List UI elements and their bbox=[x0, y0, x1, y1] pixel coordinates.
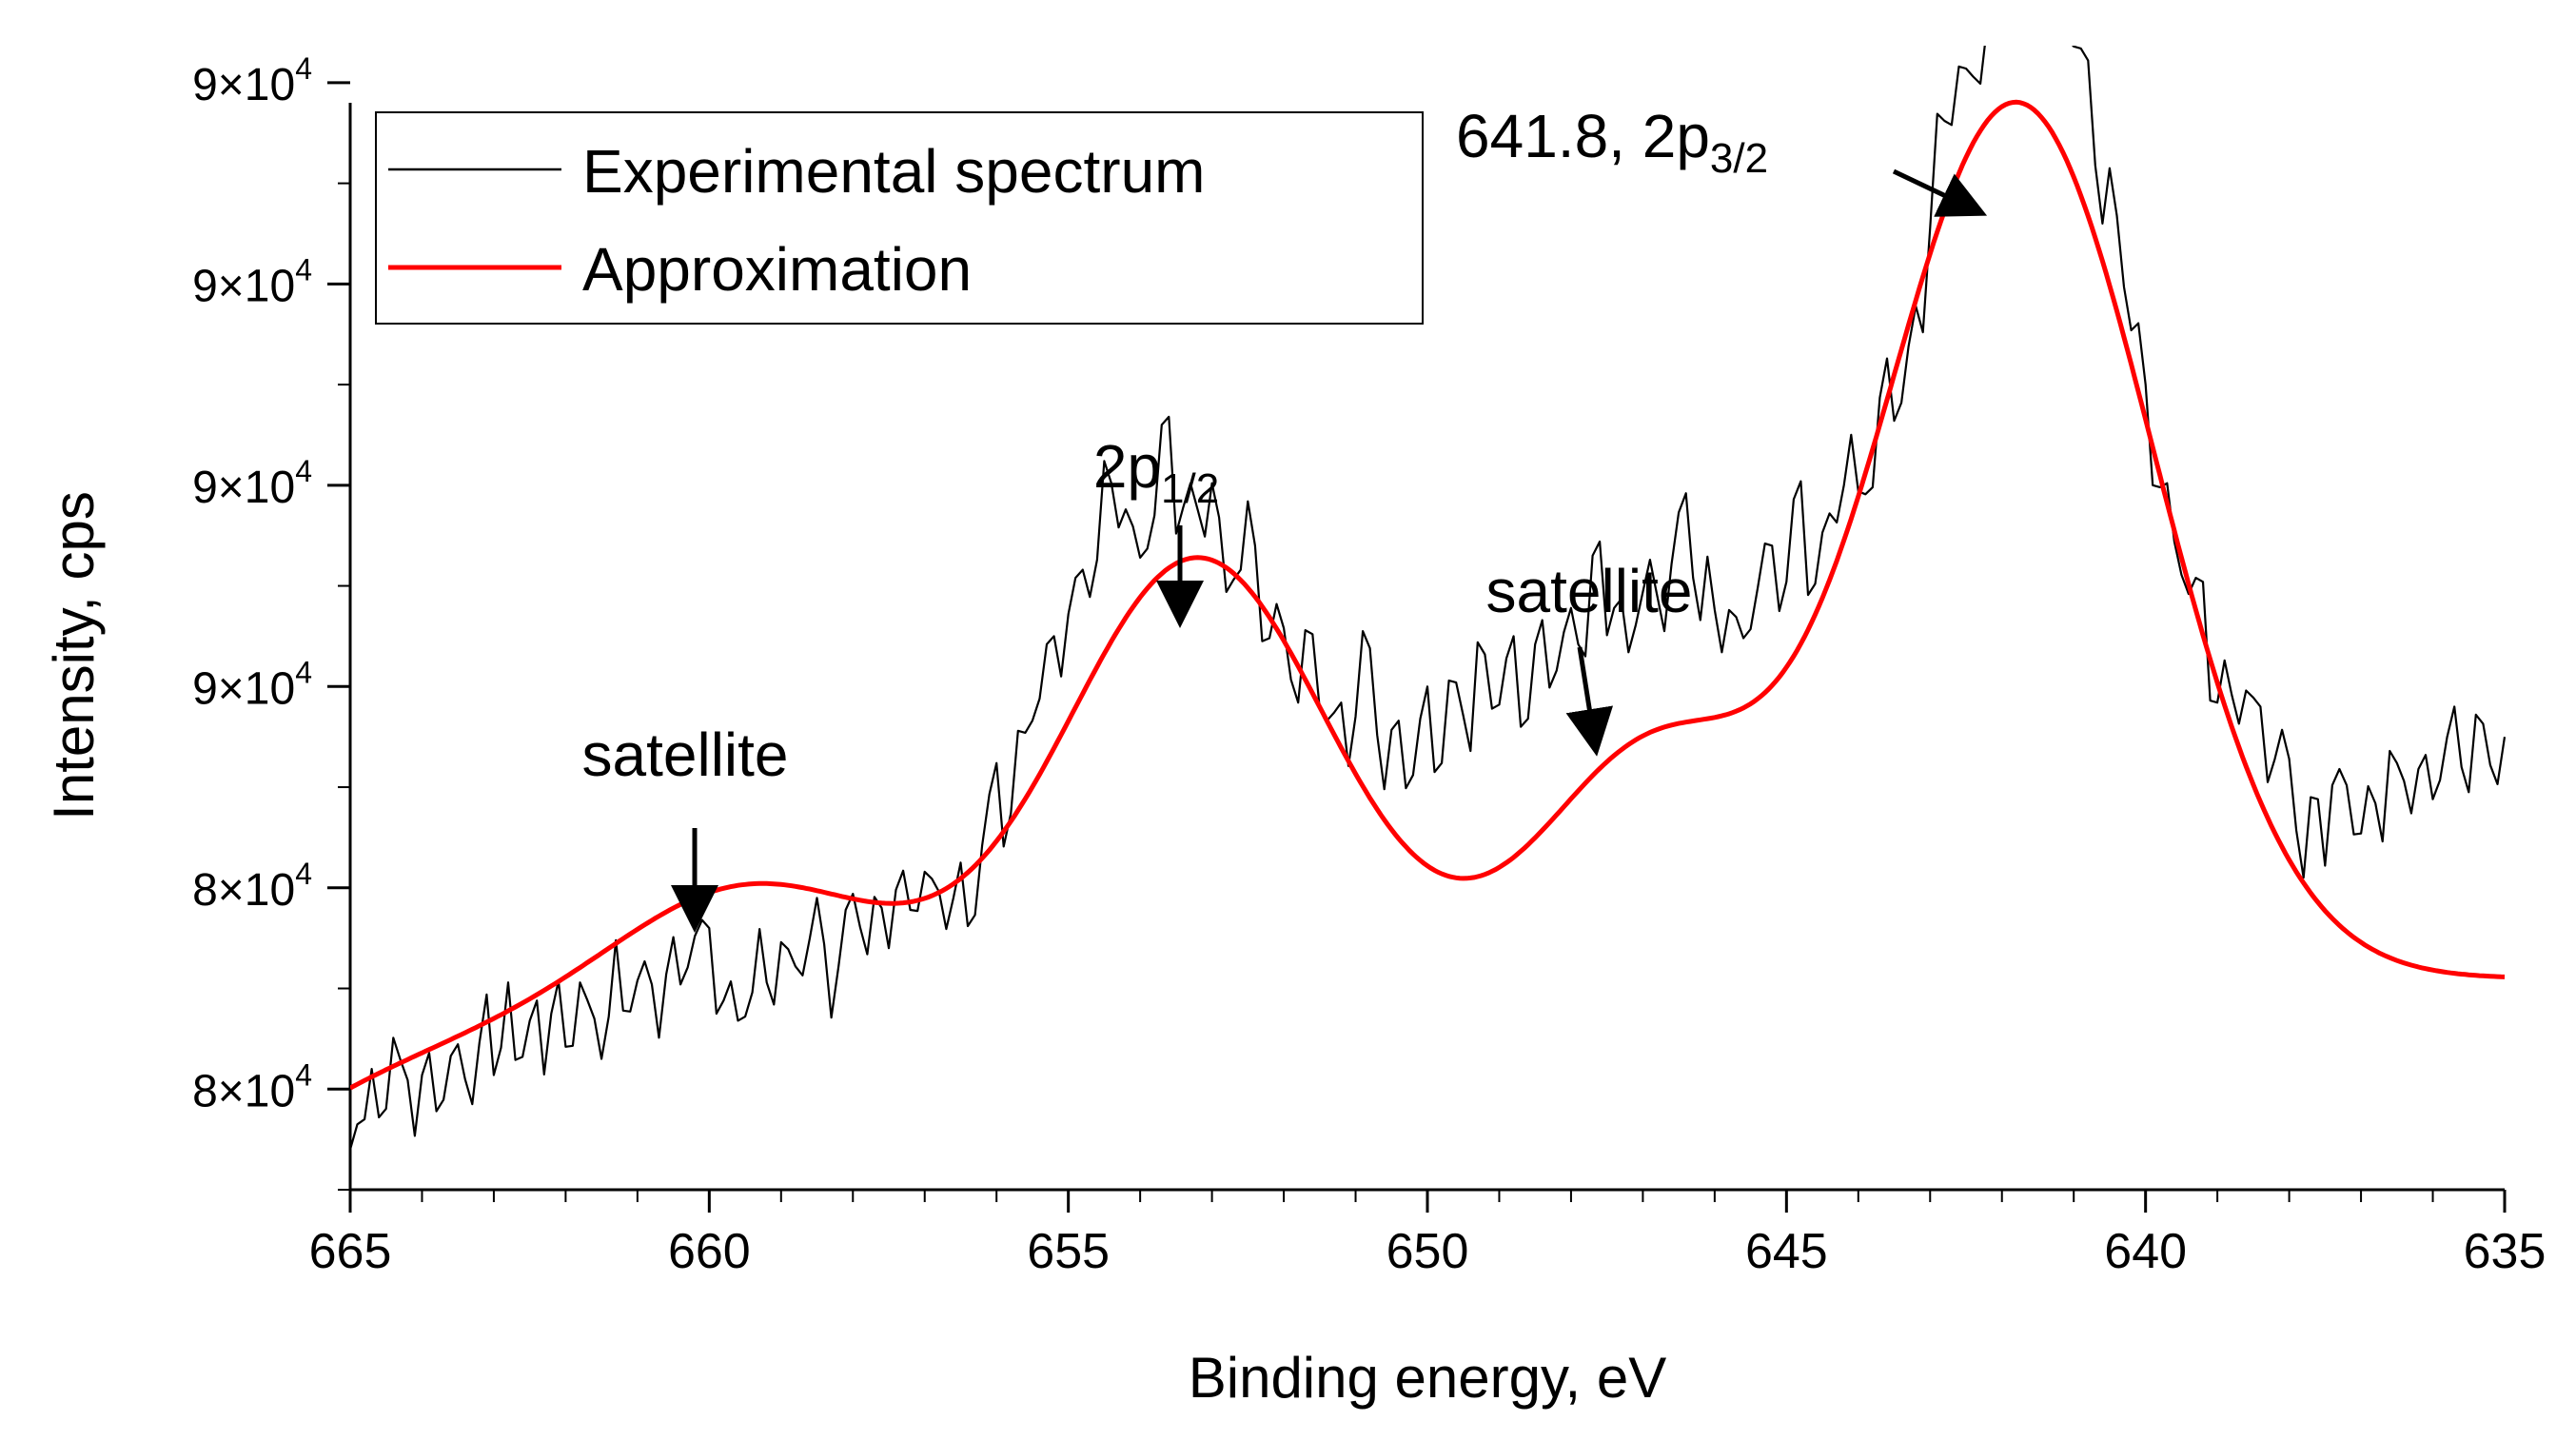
annotation-label: 641.8, 2p3/2 bbox=[1456, 102, 1768, 182]
annotation-label: satellite bbox=[1486, 557, 1693, 625]
annotation: satellite bbox=[582, 720, 789, 933]
annotation: 2p1/2 bbox=[1093, 432, 1219, 628]
y-tick-label: 9×104 bbox=[192, 655, 312, 714]
y-tick-label: 8×104 bbox=[192, 1057, 312, 1116]
x-axis-title: Binding energy, eV bbox=[1189, 1346, 1667, 1410]
annotation-arrow bbox=[1565, 646, 1614, 757]
y-tick-label: 9×104 bbox=[192, 454, 312, 513]
x-tick-label: 655 bbox=[1027, 1224, 1110, 1279]
y-tick-label: 9×104 bbox=[192, 252, 312, 311]
x-tick-label: 640 bbox=[2104, 1224, 2187, 1279]
annotation: 641.8, 2p3/2 bbox=[1456, 102, 1988, 217]
annotation: satellite bbox=[1486, 557, 1693, 757]
x-tick-label: 645 bbox=[1745, 1224, 1828, 1279]
annotation-label: 2p1/2 bbox=[1093, 432, 1219, 512]
annotation-label: satellite bbox=[582, 720, 789, 789]
x-tick-label: 665 bbox=[309, 1224, 392, 1279]
y-tick-label: 9×104 bbox=[192, 51, 312, 110]
plot-area: 665 660 655 650 645 640 635 8×104 8×104 9×104 9×10… bbox=[42, 46, 2547, 1410]
legend-label: Experimental spectrum bbox=[582, 137, 1205, 206]
legend-label: Approximation bbox=[582, 235, 972, 304]
legend-box bbox=[375, 111, 1424, 325]
x-tick-label: 660 bbox=[668, 1224, 751, 1279]
annotation-arrow bbox=[1892, 168, 1988, 217]
x-tick-label: 635 bbox=[2464, 1224, 2547, 1279]
x-tick-label: 650 bbox=[1386, 1224, 1469, 1279]
legend: Experimental spectrum Approximation bbox=[375, 111, 1424, 325]
y-axis-title: Intensity, cps bbox=[42, 491, 106, 820]
y-tick-label: 8×104 bbox=[192, 857, 312, 916]
